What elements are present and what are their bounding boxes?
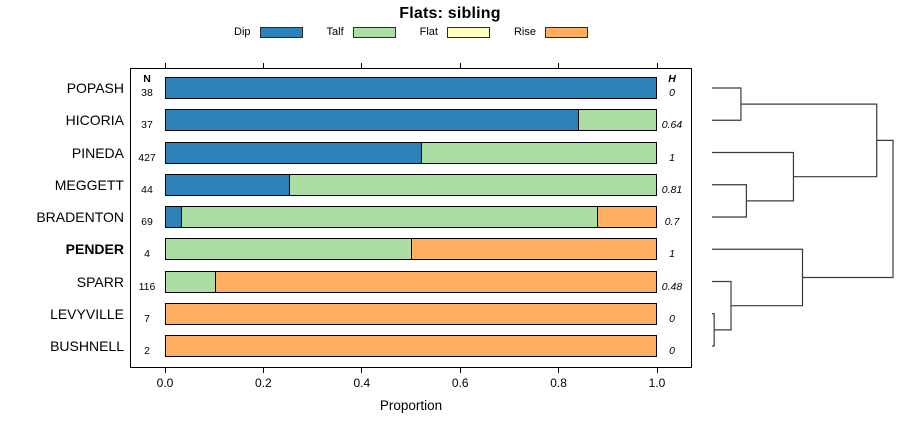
h-value: 0.64 xyxy=(661,119,683,132)
dendrogram-branch xyxy=(712,184,747,218)
legend-swatch-flat xyxy=(446,26,490,38)
h-value: 0 xyxy=(669,312,675,325)
axis-tick-bottom xyxy=(656,368,658,373)
axis-tick-bottom xyxy=(361,368,363,373)
bar-row xyxy=(165,109,657,132)
row-label: MEGGETT xyxy=(54,176,124,193)
n-value: 69 xyxy=(141,216,153,228)
axis-tick-label: 0.8 xyxy=(550,376,567,390)
n-column-header: N xyxy=(143,73,151,85)
bar-segment-rise xyxy=(166,303,656,324)
bar-segment-talf xyxy=(420,142,656,163)
n-value: 116 xyxy=(138,280,156,293)
row-label: POPASH xyxy=(66,80,124,96)
legend-item-rise: Rise xyxy=(514,26,588,38)
axis-tick-label: 1.0 xyxy=(648,376,666,390)
dendrogram-branch xyxy=(712,151,795,202)
axis-tick-bottom xyxy=(558,368,560,373)
x-axis-title: Proportion xyxy=(379,398,443,413)
axis-tick-top xyxy=(361,63,363,68)
bar-segment-rise xyxy=(411,239,656,260)
legend-label: Talf xyxy=(326,26,344,38)
row-label: HICORIA xyxy=(65,112,124,129)
axis-tick-top xyxy=(558,63,560,68)
bar-segment-dip xyxy=(166,207,181,227)
axis-tick-bottom xyxy=(262,368,264,373)
n-value: 37 xyxy=(141,119,153,132)
legend-item-flat: Flat xyxy=(420,26,490,38)
bar-segment-rise xyxy=(215,271,656,292)
legend-item-talf: Talf xyxy=(327,26,396,38)
axis-tick-top xyxy=(262,63,264,68)
dendrogram-branch xyxy=(740,103,878,178)
bar-segment-talf xyxy=(180,207,598,227)
axis-tick-label: 0.4 xyxy=(353,376,371,390)
dendrogram-branch xyxy=(712,87,742,121)
row-label: LEVYVILLE xyxy=(50,305,124,322)
bar-segment-dip xyxy=(166,174,289,195)
legend-swatch-rise xyxy=(545,26,588,38)
axis-tick-bottom xyxy=(459,368,461,373)
axis-tick-label: 0.6 xyxy=(451,376,469,390)
row-label: BUSHNELL xyxy=(50,338,124,354)
h-value: 0 xyxy=(669,345,675,357)
h-value: 0 xyxy=(669,87,675,99)
bar-row xyxy=(165,206,657,228)
dendrogram-branch xyxy=(712,248,804,307)
n-value: 38 xyxy=(141,87,153,99)
bar-row xyxy=(165,77,657,99)
bar-segment-dip xyxy=(166,142,421,163)
row-label: SPARR xyxy=(76,273,124,290)
legend-swatch-talf xyxy=(352,26,396,38)
legend: Dip Talf Flat Rise xyxy=(130,26,692,38)
bar-row xyxy=(165,270,657,293)
legend-label: Rise xyxy=(513,26,536,38)
h-value: 1 xyxy=(669,151,675,164)
h-value: 0.7 xyxy=(664,216,680,228)
axis-tick-bottom xyxy=(164,368,166,373)
bar-segment-rise xyxy=(166,336,656,356)
legend-label: Dip xyxy=(234,26,251,38)
h-value: 1 xyxy=(669,248,675,261)
axis-tick-label: 0.0 xyxy=(156,376,174,390)
h-value: 0.48 xyxy=(661,280,683,293)
bar-segment-talf xyxy=(166,239,411,260)
n-value: 7 xyxy=(144,312,150,325)
axis-tick-top xyxy=(656,63,658,68)
bar-segment-talf xyxy=(577,110,656,131)
bar-row xyxy=(165,141,657,164)
bar-row xyxy=(165,335,657,357)
bar-row xyxy=(165,302,657,325)
n-value: 2 xyxy=(144,345,150,357)
chart-title: Flats: sibling xyxy=(399,5,501,22)
axis-tick-top xyxy=(459,63,461,68)
bar-row xyxy=(165,173,657,196)
axis-tick-top xyxy=(164,63,166,68)
legend-item-dip: Dip xyxy=(234,26,303,38)
bar-segment-dip xyxy=(166,78,656,98)
n-value: 4 xyxy=(144,248,150,261)
dendrogram-branch xyxy=(802,139,894,279)
bar-segment-talf xyxy=(288,174,656,195)
dendrogram-branch xyxy=(712,313,715,347)
row-label: PENDER xyxy=(65,241,124,258)
bar-segment-rise xyxy=(597,207,656,227)
legend-swatch-dip xyxy=(259,26,303,38)
bar-row xyxy=(165,238,657,261)
h-value: 0.81 xyxy=(661,183,683,196)
axis-tick-label: 0.2 xyxy=(255,376,272,390)
n-value: 427 xyxy=(138,151,156,164)
n-value: 44 xyxy=(141,183,153,196)
legend-label: Flat xyxy=(419,26,438,38)
bar-segment-talf xyxy=(166,271,215,292)
dendrogram-branch xyxy=(712,280,732,331)
row-label: PINEDA xyxy=(71,144,124,161)
h-column-header: H xyxy=(668,73,676,85)
row-label: BRADENTON xyxy=(36,209,124,225)
bar-segment-dip xyxy=(166,110,578,131)
